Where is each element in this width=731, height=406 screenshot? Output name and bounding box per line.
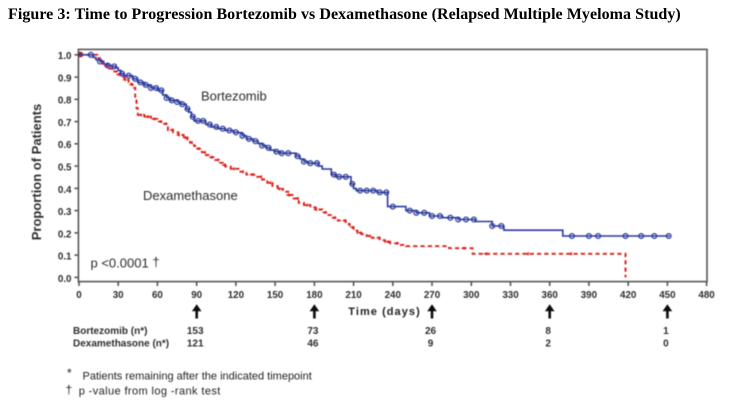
svg-text:0.8: 0.8 <box>58 96 72 107</box>
svg-text:73: 73 <box>307 326 319 337</box>
svg-text:Time (days): Time (days) <box>348 306 420 318</box>
svg-text:270: 270 <box>424 290 441 301</box>
svg-text:0.5: 0.5 <box>58 163 72 174</box>
svg-text:0.6: 0.6 <box>58 140 72 151</box>
svg-text:121: 121 <box>187 338 204 349</box>
svg-text:2: 2 <box>545 338 551 349</box>
svg-text:p -value from log -rank test: p -value from log -rank test <box>79 385 221 397</box>
svg-text:240: 240 <box>385 290 402 301</box>
svg-text:153: 153 <box>187 326 204 337</box>
svg-text:p <0.0001 †: p <0.0001 † <box>91 255 160 271</box>
svg-text:0: 0 <box>663 338 669 349</box>
svg-text:450: 450 <box>659 290 676 301</box>
svg-text:46: 46 <box>307 338 319 349</box>
svg-text:0.7: 0.7 <box>58 118 72 129</box>
svg-text:90: 90 <box>191 290 202 301</box>
svg-text:0.1: 0.1 <box>58 252 72 263</box>
svg-text:390: 390 <box>581 290 598 301</box>
svg-text:Dexamethasone (n*): Dexamethasone (n*) <box>73 338 169 349</box>
svg-text:300: 300 <box>463 290 480 301</box>
svg-text:†: † <box>66 383 73 397</box>
svg-text:9: 9 <box>428 338 434 349</box>
svg-text:Dexamethasone: Dexamethasone <box>143 188 238 203</box>
svg-text:Patients remaining after the: Patients remaining after the indicated t… <box>83 370 312 382</box>
svg-text:30: 30 <box>113 290 124 301</box>
svg-text:120: 120 <box>228 290 245 301</box>
svg-text:Proportion of Patients: Proportion of Patients <box>29 104 44 241</box>
svg-text:26: 26 <box>425 326 437 337</box>
svg-text:0.3: 0.3 <box>58 207 72 218</box>
svg-text:180: 180 <box>306 290 323 301</box>
svg-text:360: 360 <box>542 290 559 301</box>
svg-text:1.0: 1.0 <box>58 51 72 62</box>
svg-text:210: 210 <box>345 290 362 301</box>
svg-text:150: 150 <box>267 290 284 301</box>
svg-text:8: 8 <box>545 326 551 337</box>
svg-text:0.0: 0.0 <box>58 274 72 285</box>
svg-text:Bortezomib: Bortezomib <box>201 89 267 104</box>
svg-text:*: * <box>67 366 72 380</box>
svg-text:0.9: 0.9 <box>58 74 72 85</box>
svg-text:480: 480 <box>698 290 715 301</box>
svg-text:0.2: 0.2 <box>58 229 72 240</box>
svg-text:1: 1 <box>663 326 669 337</box>
svg-text:Bortezomib (n*): Bortezomib (n*) <box>73 326 147 337</box>
svg-text:0.4: 0.4 <box>58 185 72 196</box>
svg-text:420: 420 <box>620 290 637 301</box>
svg-text:60: 60 <box>152 290 163 301</box>
svg-text:0: 0 <box>76 290 82 301</box>
svg-text:330: 330 <box>502 290 519 301</box>
